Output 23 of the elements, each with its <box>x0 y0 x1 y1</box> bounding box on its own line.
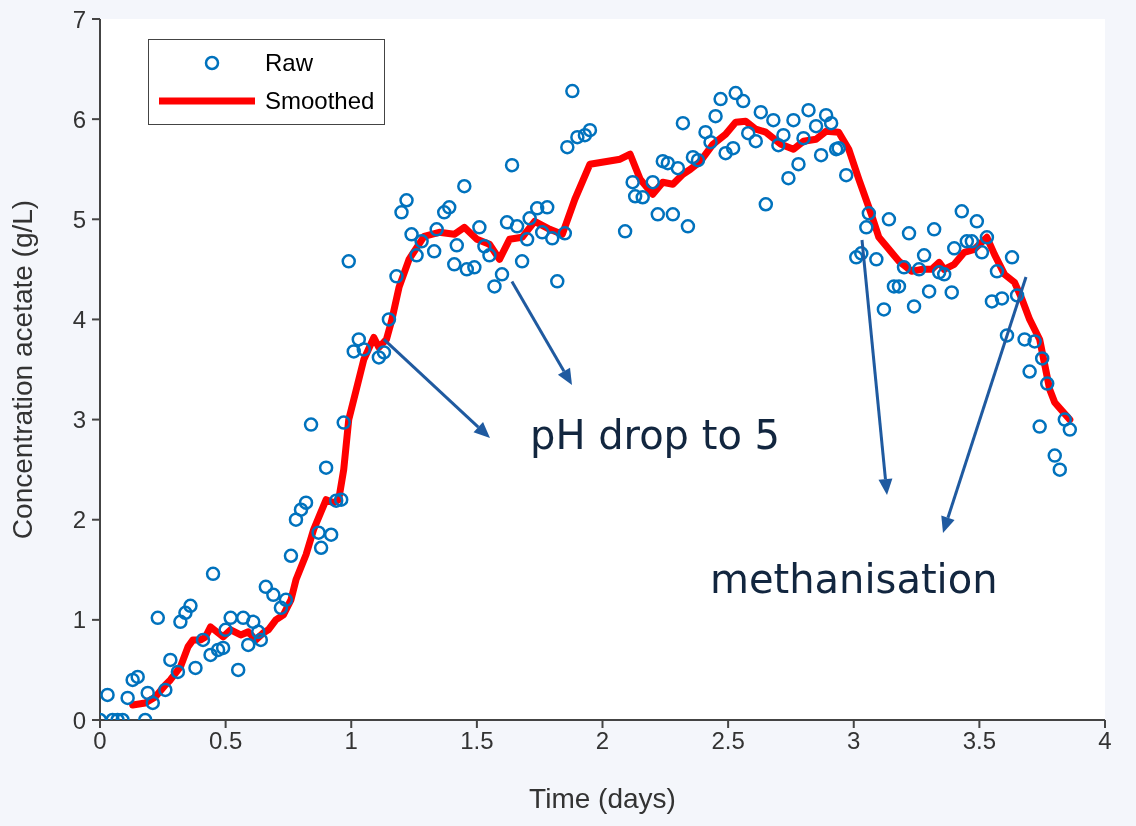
x-tick-label: 2.5 <box>711 727 745 755</box>
x-tick-label: 1.5 <box>460 727 494 755</box>
x-axis-title: Time (days) <box>529 783 676 814</box>
legend-label: Raw <box>265 49 314 77</box>
y-axis-title: Concentration acetate (g/L) <box>6 199 38 540</box>
x-tick-label: 0.5 <box>208 727 243 755</box>
annotation: pH drop to 5 <box>530 412 781 458</box>
y-tick-label: 0 <box>72 706 86 734</box>
y-tick-label: 1 <box>72 606 86 634</box>
x-tick-label: 0 <box>93 727 107 755</box>
x-tick-label: 1 <box>344 727 358 755</box>
y-tick-label: 6 <box>72 105 86 133</box>
y-tick-label: 7 <box>72 5 86 33</box>
y-tick-label: 2 <box>72 506 86 534</box>
x-tick-label: 3 <box>847 727 861 755</box>
annotation: methanisation <box>710 556 998 602</box>
x-tick-label: 4 <box>1098 727 1112 755</box>
y-tick-label: 4 <box>72 305 86 333</box>
y-tick-label: 3 <box>72 406 86 434</box>
x-tick-label: 3.5 <box>962 727 997 755</box>
x-tick-label: 2 <box>595 727 610 755</box>
legend-label: Smoothed <box>265 87 375 115</box>
y-tick-label: 5 <box>72 205 86 233</box>
